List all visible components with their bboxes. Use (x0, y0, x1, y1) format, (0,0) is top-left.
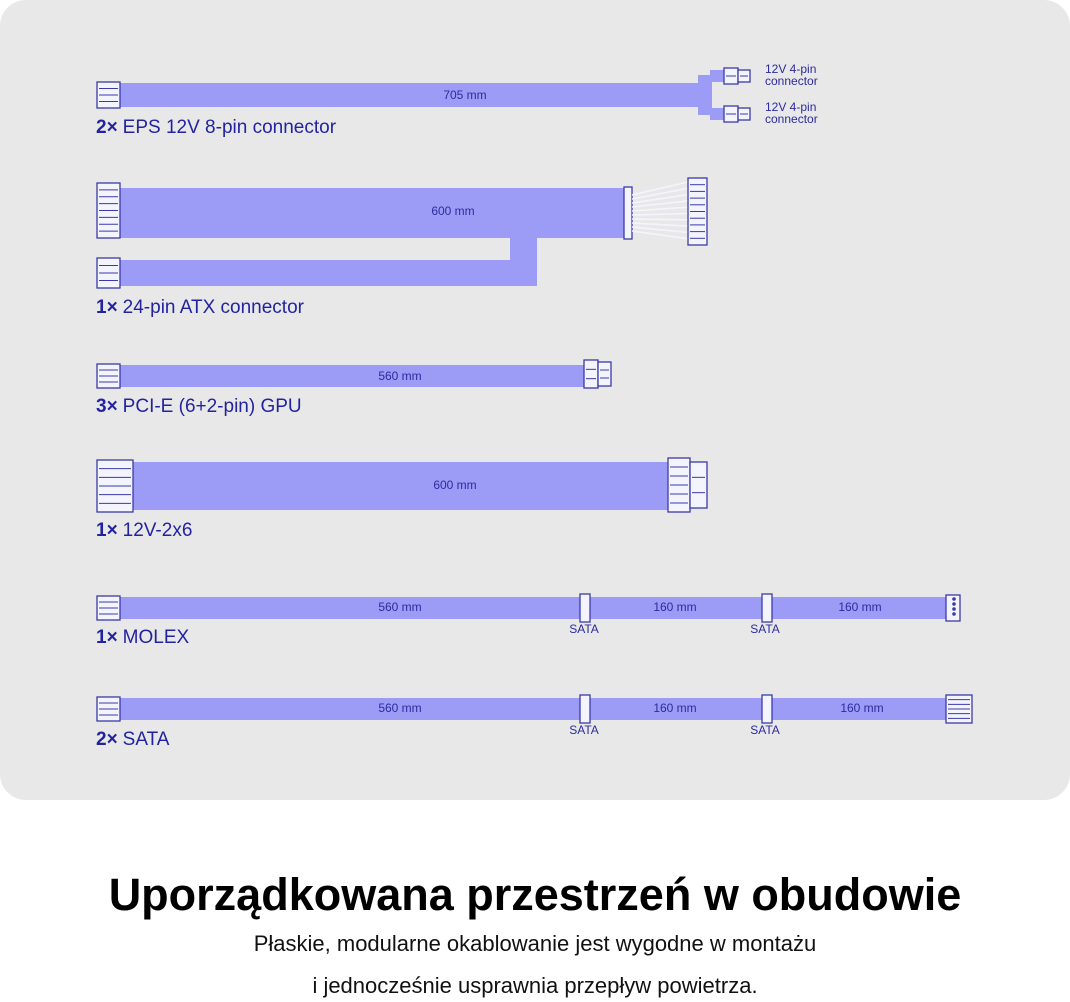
cable-length: 160 mm (840, 701, 883, 715)
cable-length: 600 mm (431, 204, 474, 218)
wire (631, 212, 689, 216)
subtitle-line: i jednocześnie usprawnia przepływ powiet… (312, 973, 757, 998)
tap-label: SATA (569, 723, 599, 737)
cable-label: 3× PCI-E (6+2-pin) GPU (96, 396, 302, 417)
connector (579, 694, 591, 724)
cable (130, 462, 672, 510)
wire (631, 230, 689, 240)
connector (761, 694, 773, 724)
wire (631, 187, 689, 200)
subtitle-line: Płaskie, modularne okablowanie jest wygo… (254, 931, 817, 956)
branch-label: 12V 4-pin (765, 62, 816, 76)
cable-name: MOLEX (123, 627, 190, 648)
branch-label: 12V 4-pin (765, 100, 816, 114)
connector (579, 593, 591, 623)
cable (118, 260, 537, 286)
cable-length: 560 mm (378, 369, 421, 383)
heading: Uporządkowana przestrzeń w obudowie (109, 869, 962, 920)
connector (597, 361, 612, 387)
wire (631, 193, 689, 204)
cable-count: 3× (96, 396, 118, 417)
cable (698, 75, 712, 115)
cable (118, 365, 588, 387)
cable-label: 1× 12V-2x6 (96, 520, 192, 541)
connector (583, 359, 599, 389)
cable-label: 2× EPS 12V 8-pin connector (96, 117, 337, 138)
tap-label: SATA (750, 622, 780, 636)
connector-pin (952, 602, 956, 606)
cable (118, 188, 628, 238)
connector-pin (952, 612, 956, 616)
cable-count: 2× (96, 729, 118, 750)
wire (631, 226, 689, 234)
cable-name: PCI-E (6+2-pin) GPU (123, 396, 302, 417)
connector (761, 593, 773, 623)
cable-count: 1× (96, 520, 118, 541)
wire (631, 200, 689, 208)
cable (118, 597, 950, 619)
cable (710, 70, 726, 82)
cable (118, 83, 700, 107)
cable-length: 160 mm (838, 600, 881, 614)
cable (710, 108, 726, 120)
cable-name: SATA (123, 729, 170, 750)
wire (631, 222, 689, 227)
connector-pin (952, 607, 956, 611)
cable-length: 160 mm (653, 701, 696, 715)
cable-length: 560 mm (378, 701, 421, 715)
connector (623, 186, 633, 240)
cable-count: 2× (96, 117, 118, 138)
cable-count: 1× (96, 627, 118, 648)
cable-label: 1× MOLEX (96, 627, 190, 648)
wire (631, 181, 689, 196)
cable-count: 1× (96, 297, 118, 318)
cable-length: 560 mm (378, 600, 421, 614)
cable-name: 12V-2x6 (123, 520, 193, 541)
tap-label: SATA (569, 622, 599, 636)
cable-length: 600 mm (433, 478, 476, 492)
cable (118, 698, 950, 720)
wire (631, 206, 689, 212)
cable-name: 24-pin ATX connector (123, 297, 305, 318)
connector (689, 461, 708, 509)
cable-length: 160 mm (653, 600, 696, 614)
cable-label: 2× SATA (96, 729, 170, 750)
connector-pin (952, 597, 956, 601)
cable-name: EPS 12V 8-pin connector (123, 117, 337, 138)
branch-label: connector (765, 74, 818, 88)
tap-label: SATA (750, 723, 780, 737)
wire (631, 218, 689, 221)
cable-label: 1× 24-pin ATX connector (96, 297, 305, 318)
cable (510, 232, 537, 286)
cable-length: 705 mm (443, 88, 486, 102)
branch-label: connector (765, 112, 818, 126)
